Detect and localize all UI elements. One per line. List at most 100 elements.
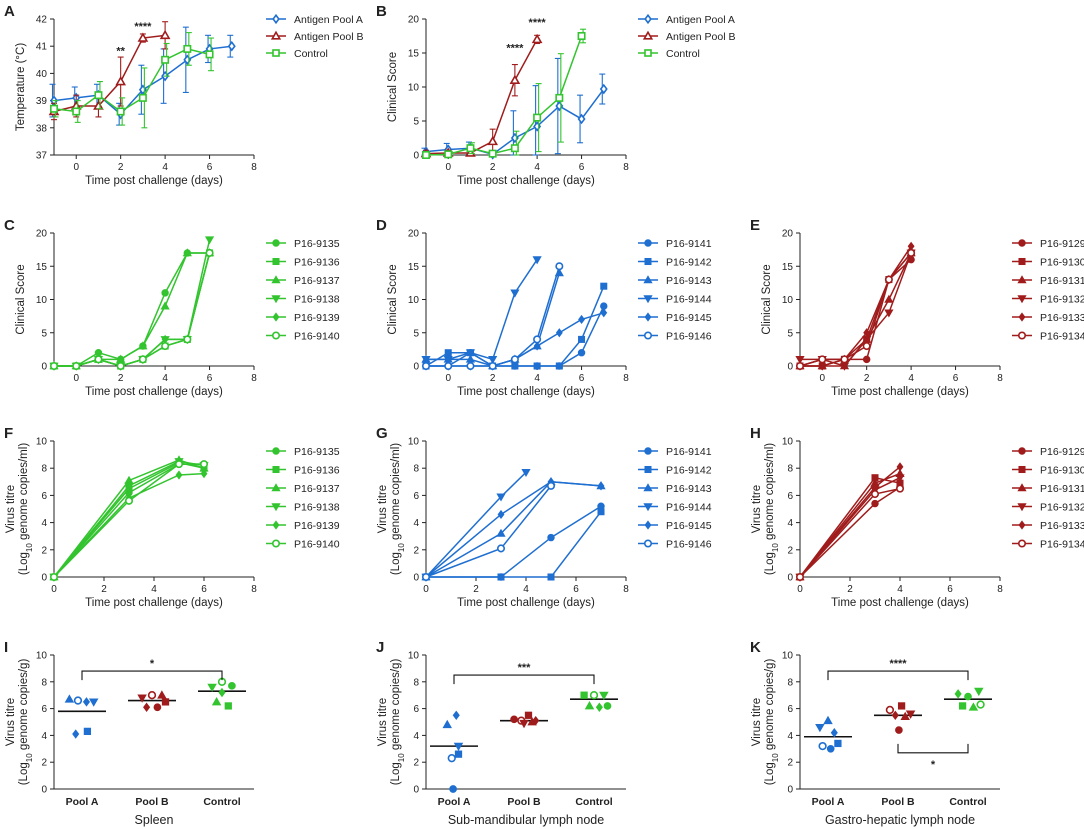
legend-marker	[643, 295, 653, 304]
data-point	[138, 355, 147, 364]
data-point	[519, 719, 529, 729]
legend-label: Control	[294, 48, 328, 60]
y-tick-label: 2	[787, 758, 793, 769]
y-tick-label: 15	[408, 262, 420, 273]
data-point	[524, 711, 533, 719]
category-label: Control	[575, 796, 612, 808]
y-tick-label: 5	[413, 117, 419, 128]
group-pool-b	[874, 702, 922, 734]
data-point	[88, 698, 99, 707]
significance-label: ****	[889, 658, 907, 670]
y-tick-label: 8	[41, 677, 47, 688]
data-point	[183, 54, 192, 66]
group-pool-b	[500, 711, 548, 729]
significance-label: ****	[134, 21, 152, 33]
data-point	[533, 362, 541, 370]
data-point	[466, 144, 475, 153]
legend-label: P16-9146	[666, 331, 712, 343]
significance-label: ***	[518, 662, 532, 674]
data-point	[83, 727, 92, 736]
category-label: Pool A	[812, 796, 845, 808]
data-point	[555, 262, 564, 271]
data-point	[147, 691, 157, 700]
panel-f: F 0 2 4 6 8 10 0 2 4 6 8 Time post challenge (days) V…	[4, 425, 340, 609]
category-label: Pool A	[438, 796, 471, 808]
legend-marker	[1018, 312, 1026, 322]
chart-title: Spleen	[135, 813, 174, 827]
x-tick-label: 0	[423, 584, 429, 595]
series-p16-9143	[421, 477, 606, 581]
panel-label: F	[4, 425, 13, 442]
y-tick-label: 20	[408, 15, 420, 26]
legend-marker	[1018, 239, 1026, 247]
y-tick-label: 6	[413, 704, 419, 715]
significance-label: **	[116, 45, 125, 57]
series-line	[53, 472, 205, 578]
data-point	[138, 93, 147, 102]
series-line	[53, 34, 166, 113]
data-point	[174, 460, 184, 469]
legend-marker	[1018, 447, 1026, 455]
significance-label: ****	[506, 43, 524, 55]
y-tick-label: 2	[413, 545, 419, 556]
legend-marker	[643, 275, 653, 284]
group-pool-a	[430, 710, 478, 793]
y-tick-label: 5	[413, 328, 419, 339]
panel-d: D 0 5 10 15 20 0 2 4 6 8 Time post challenge (days)…	[376, 217, 712, 398]
data-point	[795, 572, 805, 582]
data-point	[160, 301, 170, 310]
data-point	[895, 726, 903, 734]
legend-marker	[644, 447, 652, 455]
legend-label: P16-9135	[294, 238, 340, 250]
data-point	[421, 356, 431, 365]
series-line	[54, 239, 211, 367]
data-point	[815, 723, 825, 733]
data-point	[577, 348, 586, 357]
legend-label: Antigen Pool A	[294, 14, 363, 26]
data-point	[818, 361, 826, 371]
data-point	[510, 144, 519, 153]
y-tick-label: 2	[787, 545, 793, 556]
legend-marker	[272, 312, 280, 322]
legend-label: P16-9129	[1040, 446, 1084, 458]
legend-marker	[644, 239, 652, 247]
series-p16-9145	[422, 477, 605, 582]
series-p16-9143	[421, 268, 564, 370]
category-label: Pool B	[135, 796, 169, 808]
data-point	[496, 493, 506, 502]
y-tick-label: 8	[413, 677, 419, 688]
y-axis-unit-label: (Log10 genome copies/ml)	[390, 443, 406, 575]
legend-marker	[643, 331, 653, 340]
x-tick-label: 0	[819, 373, 825, 384]
series-p16-9142	[422, 508, 605, 581]
y-tick-label: 10	[782, 295, 794, 306]
data-point	[547, 533, 555, 542]
y-tick-label: 2	[41, 758, 47, 769]
data-point	[452, 710, 460, 721]
y-tick-label: 6	[41, 491, 47, 502]
series-line	[54, 252, 211, 367]
x-tick-label: 8	[997, 373, 1003, 384]
category-label: Control	[949, 796, 986, 808]
x-tick-label: 8	[623, 584, 629, 595]
data-point	[599, 691, 609, 701]
data-point	[834, 739, 842, 748]
legend-label: P16-9141	[666, 446, 712, 458]
data-point	[442, 719, 452, 729]
y-tick-label: 6	[413, 491, 419, 502]
y-tick-label: 38	[36, 123, 48, 134]
data-point	[449, 785, 457, 793]
data-point	[137, 32, 149, 42]
legend-label: P16-9134	[1040, 539, 1084, 551]
legend-marker	[272, 257, 280, 266]
series-control	[422, 28, 587, 159]
x-tick-label: 4	[162, 373, 168, 384]
x-tick-label: 2	[473, 584, 479, 595]
legend-label: P16-9137	[294, 275, 340, 287]
y-tick-label: 0	[787, 362, 793, 373]
data-point	[211, 697, 222, 706]
x-axis-label: Time post challenge (days)	[831, 597, 969, 609]
x-tick-label: 6	[947, 584, 953, 595]
panel-k: K 0 2 4 6 8 10 Virus titre(Log10 genome copies/…	[750, 639, 1000, 827]
data-point	[510, 289, 520, 298]
